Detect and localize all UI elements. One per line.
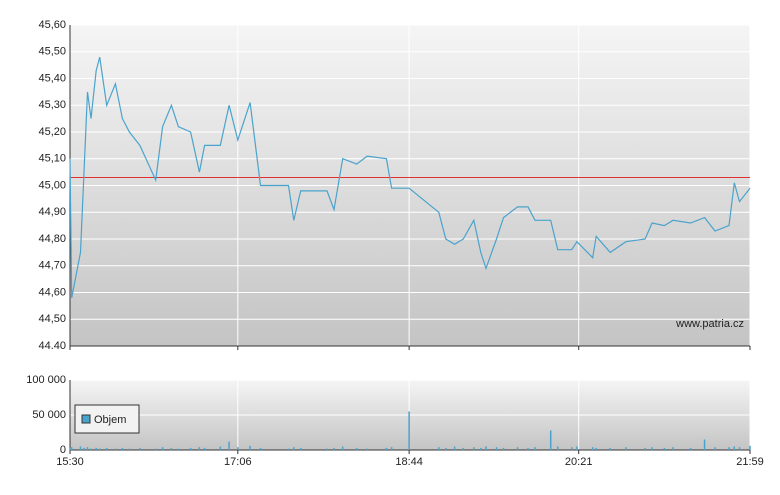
x-tick-label: 20:21 [565, 456, 593, 468]
volume-bar [733, 446, 736, 450]
y-tick-label: 45,30 [38, 99, 66, 111]
y-tick-label: 0 [60, 444, 66, 456]
volume-bar [408, 411, 410, 450]
y-tick-label: 100 000 [26, 374, 66, 386]
y-tick-label: 44,70 [38, 260, 66, 272]
volume-bar [170, 447, 173, 450]
volume-bar [570, 447, 573, 450]
volume-bar [355, 447, 358, 450]
volume-bar [556, 446, 559, 450]
y-tick-label: 44,90 [38, 206, 66, 218]
volume-bar [728, 447, 730, 450]
y-tick-label: 45,00 [38, 179, 66, 191]
volume-bar [445, 447, 447, 450]
volume-bar [516, 447, 519, 450]
y-tick-label: 44,80 [38, 233, 66, 245]
volume-bar [154, 448, 157, 450]
x-tick-label: 15:30 [56, 456, 84, 468]
legend-label: Objem [94, 414, 126, 426]
volume-bar [534, 447, 536, 450]
volume-bar [326, 448, 328, 450]
volume-bar [689, 447, 692, 450]
volume-bar [128, 448, 131, 450]
volume-bar [86, 447, 89, 450]
volume-bar [749, 445, 751, 450]
volume-bar [299, 447, 302, 450]
y-tick-label: 50 000 [32, 409, 66, 421]
volume-bar [485, 446, 487, 450]
volume-bar [98, 448, 101, 450]
x-tick-label: 17:06 [224, 456, 252, 468]
y-tick-label: 45,40 [38, 72, 66, 84]
y-tick-label: 45,20 [38, 126, 66, 138]
volume-bar [480, 447, 482, 450]
volume-bar [161, 447, 164, 450]
volume-bar [591, 447, 594, 450]
volume-bar [293, 447, 295, 450]
volume-bar [69, 447, 71, 450]
volume-bar [237, 447, 239, 450]
volume-bar [177, 448, 180, 450]
volume-bar [644, 447, 646, 450]
volume-bar [625, 447, 627, 450]
y-tick-label: 45,50 [38, 46, 66, 58]
legend-swatch [81, 414, 91, 424]
volume-bar [139, 447, 141, 450]
volume-bar [502, 447, 505, 450]
volume-bar [473, 447, 475, 450]
volume-bar [527, 447, 529, 450]
volume-bar [114, 448, 117, 450]
volume-bar [83, 447, 85, 450]
y-tick-label: 44,60 [38, 286, 66, 298]
y-tick-label: 45,10 [38, 153, 66, 165]
y-tick-label: 45,60 [38, 19, 66, 31]
volume-bar [333, 447, 335, 450]
volume-bar [390, 447, 393, 450]
volume-bar [663, 447, 666, 450]
volume-bar [121, 447, 124, 450]
volume-bar [462, 447, 465, 450]
volume-bar [609, 447, 611, 450]
volume-bar [287, 448, 290, 450]
volume-bar [95, 447, 97, 450]
volume-bar [651, 447, 653, 450]
volume-bar [249, 445, 251, 450]
volume-bar [714, 447, 716, 450]
volume-bar [576, 446, 578, 450]
x-tick-label: 21:59 [736, 456, 764, 468]
x-tick-label: 18:44 [395, 456, 423, 468]
volume-bar [595, 447, 597, 450]
volume-bar [198, 447, 201, 450]
volume-bar [228, 441, 230, 450]
volume-bar [738, 447, 741, 450]
volume-bar [219, 446, 222, 450]
volume-bar [453, 446, 456, 450]
volume-bar [79, 446, 82, 450]
volume-bar [495, 447, 498, 450]
y-tick-label: 44.40 [38, 340, 66, 352]
volume-bar [189, 447, 192, 450]
volume-bar [105, 447, 108, 450]
volume-bar [672, 447, 674, 450]
volume-bar [385, 447, 388, 450]
volume-bar [549, 430, 552, 450]
price-line [69, 56, 751, 299]
volume-bar [438, 447, 440, 450]
y-tick-label: 44,50 [38, 313, 66, 325]
volume-bar [703, 439, 706, 450]
volume-bar [366, 448, 368, 450]
volume-bar [203, 447, 206, 450]
volume-bar [259, 447, 262, 450]
volume-bar [90, 448, 92, 450]
watermark: www.patria.cz [675, 318, 744, 330]
volume-bar [70, 447, 73, 450]
volume-bar [341, 446, 344, 450]
